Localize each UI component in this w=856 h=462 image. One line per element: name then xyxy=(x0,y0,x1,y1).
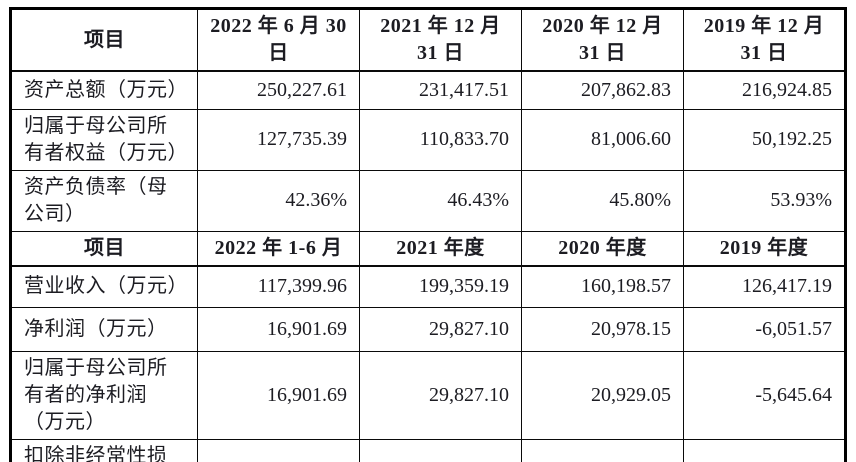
value-cell: 199,359.19 xyxy=(359,265,522,308)
row-label: 资产负债率（母公司） xyxy=(10,169,198,232)
value-cell: 42.36% xyxy=(197,169,360,232)
header-period-cell: 2020 年度 xyxy=(521,230,684,267)
value-cell: 110,833.70 xyxy=(359,108,522,171)
value-cell: 231,417.51 xyxy=(359,70,522,110)
value-cell: -251.47 xyxy=(683,439,846,462)
header-item-cell: 项目 xyxy=(10,230,198,267)
row-label: 净利润（万元） xyxy=(10,307,198,352)
value-cell: 29,827.10 xyxy=(359,307,522,352)
value-cell: 46.43% xyxy=(359,169,522,232)
header-period-cell: 2021 年度 xyxy=(359,230,522,267)
header-date-cell: 2022 年 6 月 30 日 xyxy=(197,8,360,72)
value-cell: 160,198.57 xyxy=(521,265,684,308)
table-row-net-profit: 净利润（万元） 16,901.69 29,827.10 20,978.15 -6… xyxy=(10,307,846,352)
value-cell: -6,051.57 xyxy=(683,307,846,352)
table-row-non-recurring: 扣除非经常性损益 16,088.57 28,004.05 19,520.75 -… xyxy=(10,439,846,462)
value-cell: 45.80% xyxy=(521,169,684,232)
value-cell: 117,399.96 xyxy=(197,265,360,308)
header-date-cell: 2020 年 12 月 31 日 xyxy=(521,8,684,72)
header-date-cell: 2021 年 12 月 31 日 xyxy=(359,8,522,72)
row-label: 营业收入（万元） xyxy=(10,265,198,308)
value-cell: 19,520.75 xyxy=(521,439,684,462)
table-header-row-income: 项目 2022 年 1-6 月 2021 年度 2020 年度 2019 年度 xyxy=(10,230,846,267)
row-label: 资产总额（万元） xyxy=(10,70,198,110)
value-cell: 250,227.61 xyxy=(197,70,360,110)
value-cell: 216,924.85 xyxy=(683,70,846,110)
row-label: 扣除非经常性损益 xyxy=(10,439,198,462)
value-cell: 53.93% xyxy=(683,169,846,232)
header-item-cell: 项目 xyxy=(10,8,198,72)
row-label: 归属于母公司所有者权益（万元） xyxy=(10,108,198,171)
table-row-debt-ratio: 资产负债率（母公司） 42.36% 46.43% 45.80% 53.93% xyxy=(10,169,846,232)
header-period-cell: 2022 年 1-6 月 xyxy=(197,230,360,267)
value-cell: -5,645.64 xyxy=(683,351,846,440)
value-cell: 126,417.19 xyxy=(683,265,846,308)
value-cell: 16,901.69 xyxy=(197,351,360,440)
value-cell: 50,192.25 xyxy=(683,108,846,171)
value-cell: 127,735.39 xyxy=(197,108,360,171)
table-row-parent-net-profit: 归属于母公司所有者的净利润（万元） 16,901.69 29,827.10 20… xyxy=(10,351,846,440)
table-row-revenue: 营业收入（万元） 117,399.96 199,359.19 160,198.5… xyxy=(10,265,846,308)
header-period-cell: 2019 年度 xyxy=(683,230,846,267)
value-cell: 207,862.83 xyxy=(521,70,684,110)
value-cell: 29,827.10 xyxy=(359,351,522,440)
value-cell: 20,978.15 xyxy=(521,307,684,352)
table-header-row-balance: 项目 2022 年 6 月 30 日 2021 年 12 月 31 日 2020… xyxy=(10,8,846,72)
value-cell: 16,088.57 xyxy=(197,439,360,462)
header-date-cell: 2019 年 12 月 31 日 xyxy=(683,8,846,72)
value-cell: 81,006.60 xyxy=(521,108,684,171)
table-row-parent-equity: 归属于母公司所有者权益（万元） 127,735.39 110,833.70 81… xyxy=(10,108,846,171)
row-label: 归属于母公司所有者的净利润（万元） xyxy=(10,351,198,440)
value-cell: 28,004.05 xyxy=(359,439,522,462)
value-cell: 16,901.69 xyxy=(197,307,360,352)
table-row-total-assets: 资产总额（万元） 250,227.61 231,417.51 207,862.8… xyxy=(10,70,846,110)
value-cell: 20,929.05 xyxy=(521,351,684,440)
financial-summary-table: 项目 2022 年 6 月 30 日 2021 年 12 月 31 日 2020… xyxy=(9,7,847,462)
